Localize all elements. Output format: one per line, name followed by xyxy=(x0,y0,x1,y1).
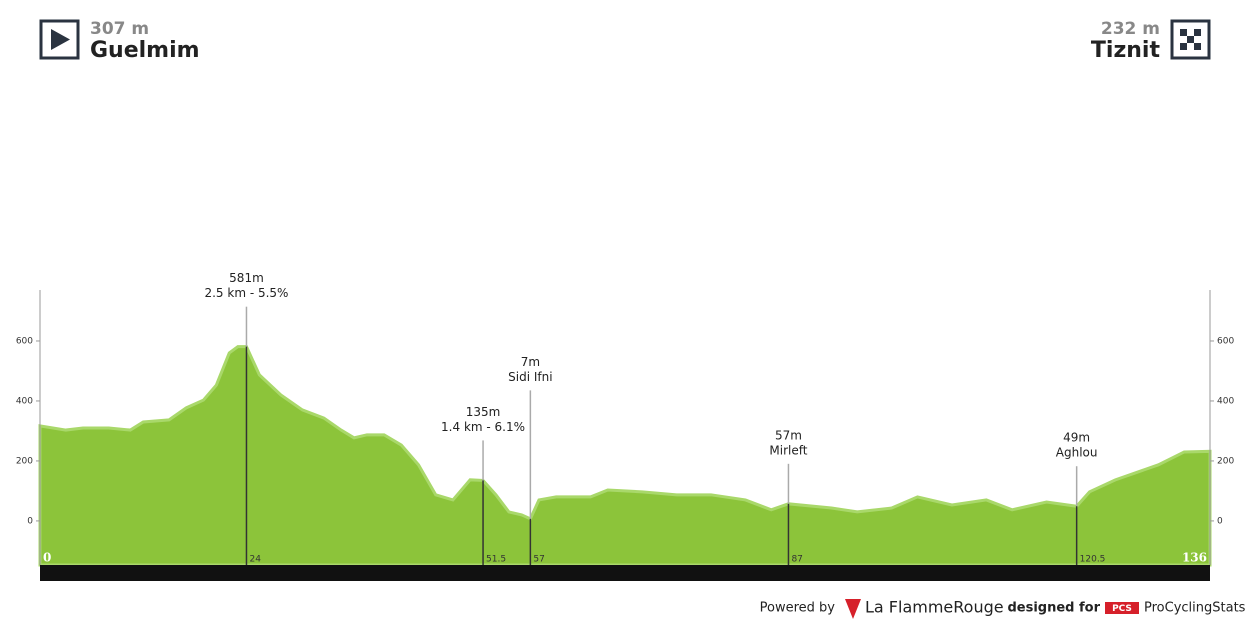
finish-icon xyxy=(1170,19,1211,60)
y-tick-label: 600 xyxy=(16,336,33,346)
elevation-area xyxy=(38,345,1212,567)
start-name: Guelmim xyxy=(90,38,200,63)
marker-elevation: 49m xyxy=(1063,431,1090,445)
marker-detail: 2.5 km - 5.5% xyxy=(204,286,288,300)
marker-elevation: 581m xyxy=(229,271,264,285)
marker-detail: 1.4 km - 6.1% xyxy=(441,420,525,434)
marker-km: 87 xyxy=(791,555,802,565)
finish-elevation: 232 m xyxy=(1101,19,1160,39)
marker-km: 120.5 xyxy=(1080,555,1106,565)
y-tick-label: 200 xyxy=(16,456,33,466)
start-icon xyxy=(39,19,80,60)
marker-detail: Aghlou xyxy=(1056,446,1098,460)
start-elevation: 307 m xyxy=(90,19,149,39)
y-tick-label: 400 xyxy=(16,396,33,406)
y-tick-label: 600 xyxy=(1217,336,1234,346)
brand: La FlammeRouge xyxy=(865,598,1004,617)
pcs-text: PCS xyxy=(1112,604,1132,614)
marker-km: 57 xyxy=(533,555,544,565)
marker-detail: Mirleft xyxy=(769,443,807,457)
y-tick-label: 0 xyxy=(1217,516,1223,526)
x-tick-label: 0 xyxy=(43,551,51,565)
y-tick-label: 400 xyxy=(1217,396,1234,406)
pcs-logo xyxy=(1105,602,1139,614)
designed-for: designed for xyxy=(1007,601,1100,616)
site-name: ProCyclingStats xyxy=(1144,601,1246,616)
finish-name: Tiznit xyxy=(1091,38,1161,63)
brand-logo xyxy=(845,599,861,619)
x-tick-label: 136 xyxy=(1182,551,1207,565)
y-tick-label: 0 xyxy=(27,516,33,526)
marker-km: 24 xyxy=(249,555,261,565)
marker-detail: Sidi Ifni xyxy=(508,370,552,384)
y-tick-label: 200 xyxy=(1217,456,1234,466)
start-arrow xyxy=(51,29,70,50)
marker-elevation: 57m xyxy=(775,428,802,442)
marker-elevation: 135m xyxy=(466,405,501,419)
marker-km: 51.5 xyxy=(486,555,506,565)
marker-elevation: 7m xyxy=(521,355,540,369)
powered-by: Powered by xyxy=(760,601,836,616)
distance-bar xyxy=(40,565,1210,581)
